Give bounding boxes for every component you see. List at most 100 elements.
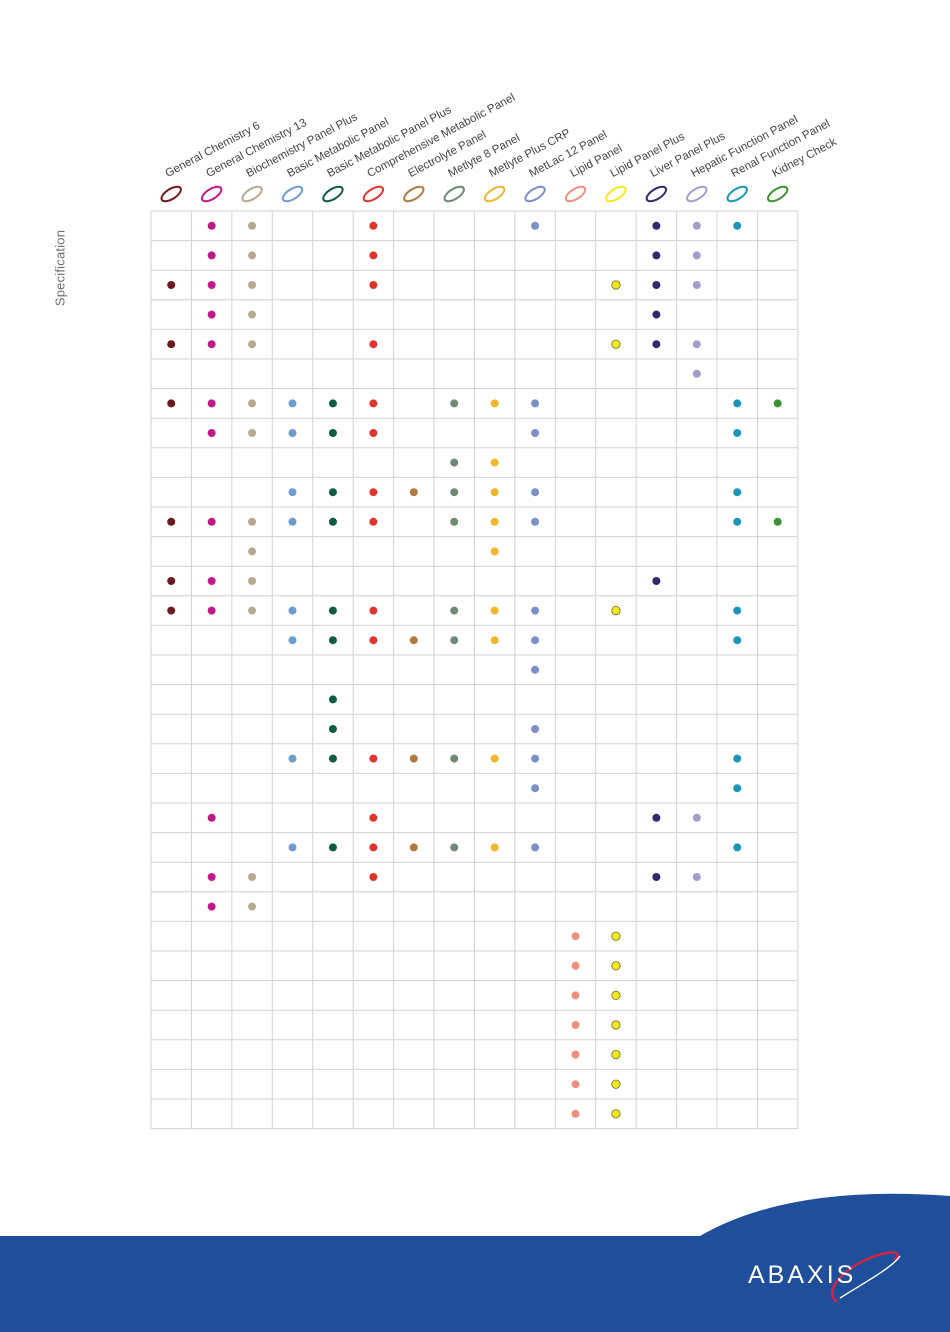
- panel-dot: [692, 221, 701, 230]
- panel-dot: [611, 1020, 621, 1030]
- panel-dot: [490, 636, 499, 645]
- panel-dot: [207, 813, 216, 822]
- panel-dot: [733, 221, 742, 230]
- panel-dot: [450, 517, 459, 526]
- panel-dot: [207, 429, 216, 437]
- panel-dot: [328, 636, 337, 645]
- panel-dot: [207, 251, 216, 260]
- panel-dot: [531, 606, 540, 615]
- panel-dot: [167, 606, 176, 615]
- panel-dot: [450, 754, 459, 763]
- panel-dot: [167, 577, 176, 585]
- panel-dot: [288, 843, 297, 852]
- panel-dot: [369, 429, 378, 437]
- panel-dot: [248, 517, 257, 526]
- panel-dot: [531, 754, 540, 763]
- logo-text: ABAXIS: [748, 1261, 857, 1289]
- panel-dot: [369, 517, 378, 526]
- panel-dot: [733, 399, 742, 408]
- panel-dot: [652, 340, 661, 349]
- panel-dot: [207, 902, 216, 911]
- panel-dot: [369, 636, 378, 645]
- panel-ellipse-icon: [726, 185, 748, 203]
- panel-dot: [531, 399, 540, 408]
- panel-dot: [248, 281, 257, 289]
- panel-dot: [288, 399, 297, 408]
- panel-dot: [369, 221, 378, 230]
- panel-dot: [248, 340, 257, 349]
- panel-dot: [328, 695, 337, 704]
- footer-band: [0, 1236, 950, 1332]
- panel-dot: [571, 1050, 580, 1059]
- panel-dot: [328, 754, 337, 763]
- panel-dot: [692, 281, 701, 289]
- panel-ellipse-icon: [564, 185, 587, 203]
- panel-dot: [490, 843, 499, 852]
- panel-dot: [248, 251, 257, 260]
- panel-ellipse-icon: [281, 185, 304, 203]
- panel-dot: [652, 577, 661, 585]
- panel-dot: [733, 636, 742, 645]
- panel-dot: [733, 517, 742, 526]
- panel-dot: [409, 754, 418, 763]
- panel-dot: [328, 429, 337, 437]
- panel-dot: [248, 606, 257, 615]
- panel-dot: [490, 547, 499, 556]
- panel-dot: [248, 221, 257, 230]
- panel-dot: [490, 517, 499, 526]
- panel-dot: [571, 1080, 580, 1089]
- panel-dot: [571, 961, 580, 970]
- panel-dot: [369, 873, 378, 881]
- panel-dot: [733, 843, 742, 852]
- panel-dot: [207, 340, 216, 349]
- panel-dot: [773, 517, 782, 526]
- panel-dot: [288, 606, 297, 615]
- panel-dot: [369, 340, 378, 349]
- panel-dot: [611, 931, 621, 941]
- panel-dot: [611, 1050, 621, 1060]
- panel-ellipse-icon: [686, 185, 708, 203]
- panel-dot: [490, 754, 499, 763]
- panel-dot: [328, 725, 337, 733]
- panel-dot: [450, 636, 459, 645]
- panel-ellipse-icon: [766, 185, 789, 203]
- panel-dot: [733, 606, 742, 615]
- panel-dot: [369, 281, 378, 289]
- panel-dot: [450, 399, 459, 408]
- panel-dot: [369, 754, 378, 763]
- panel-dot: [611, 605, 621, 616]
- panel-dot: [288, 517, 297, 526]
- panel-dot: [167, 399, 176, 408]
- panel-dot: [692, 340, 701, 349]
- panel-grid: [150, 185, 799, 1130]
- panel-dot: [248, 873, 257, 881]
- panel-dot: [490, 399, 499, 408]
- panel-dot: [207, 399, 216, 408]
- panel-dot: [531, 725, 540, 733]
- panel-dot: [571, 932, 580, 941]
- panel-dot: [571, 1021, 580, 1029]
- panel-dot: [328, 488, 337, 497]
- panel-dot: [288, 429, 297, 437]
- logo-swoosh-icon: [831, 1251, 901, 1303]
- panel-dot: [167, 517, 176, 526]
- panel-dot: [207, 873, 216, 881]
- panel-dot: [733, 784, 742, 793]
- panel-dot: [207, 281, 216, 289]
- panel-dot: [733, 429, 742, 437]
- panel-dot: [571, 991, 580, 1000]
- panel-dot: [328, 399, 337, 408]
- panel-dot: [652, 251, 661, 260]
- panel-dot: [652, 813, 661, 822]
- panel-ellipse-icon: [362, 185, 385, 203]
- panel-ellipse-icon: [160, 185, 182, 203]
- panel-dot: [328, 843, 337, 852]
- panel-dot: [450, 843, 459, 852]
- panel-dot: [611, 1079, 621, 1089]
- panel-dot: [531, 636, 540, 645]
- panel-dot: [531, 221, 540, 230]
- panel-dot: [692, 813, 701, 822]
- panel-dot: [450, 606, 459, 615]
- panel-dot: [652, 281, 661, 289]
- panel-dot: [692, 251, 701, 260]
